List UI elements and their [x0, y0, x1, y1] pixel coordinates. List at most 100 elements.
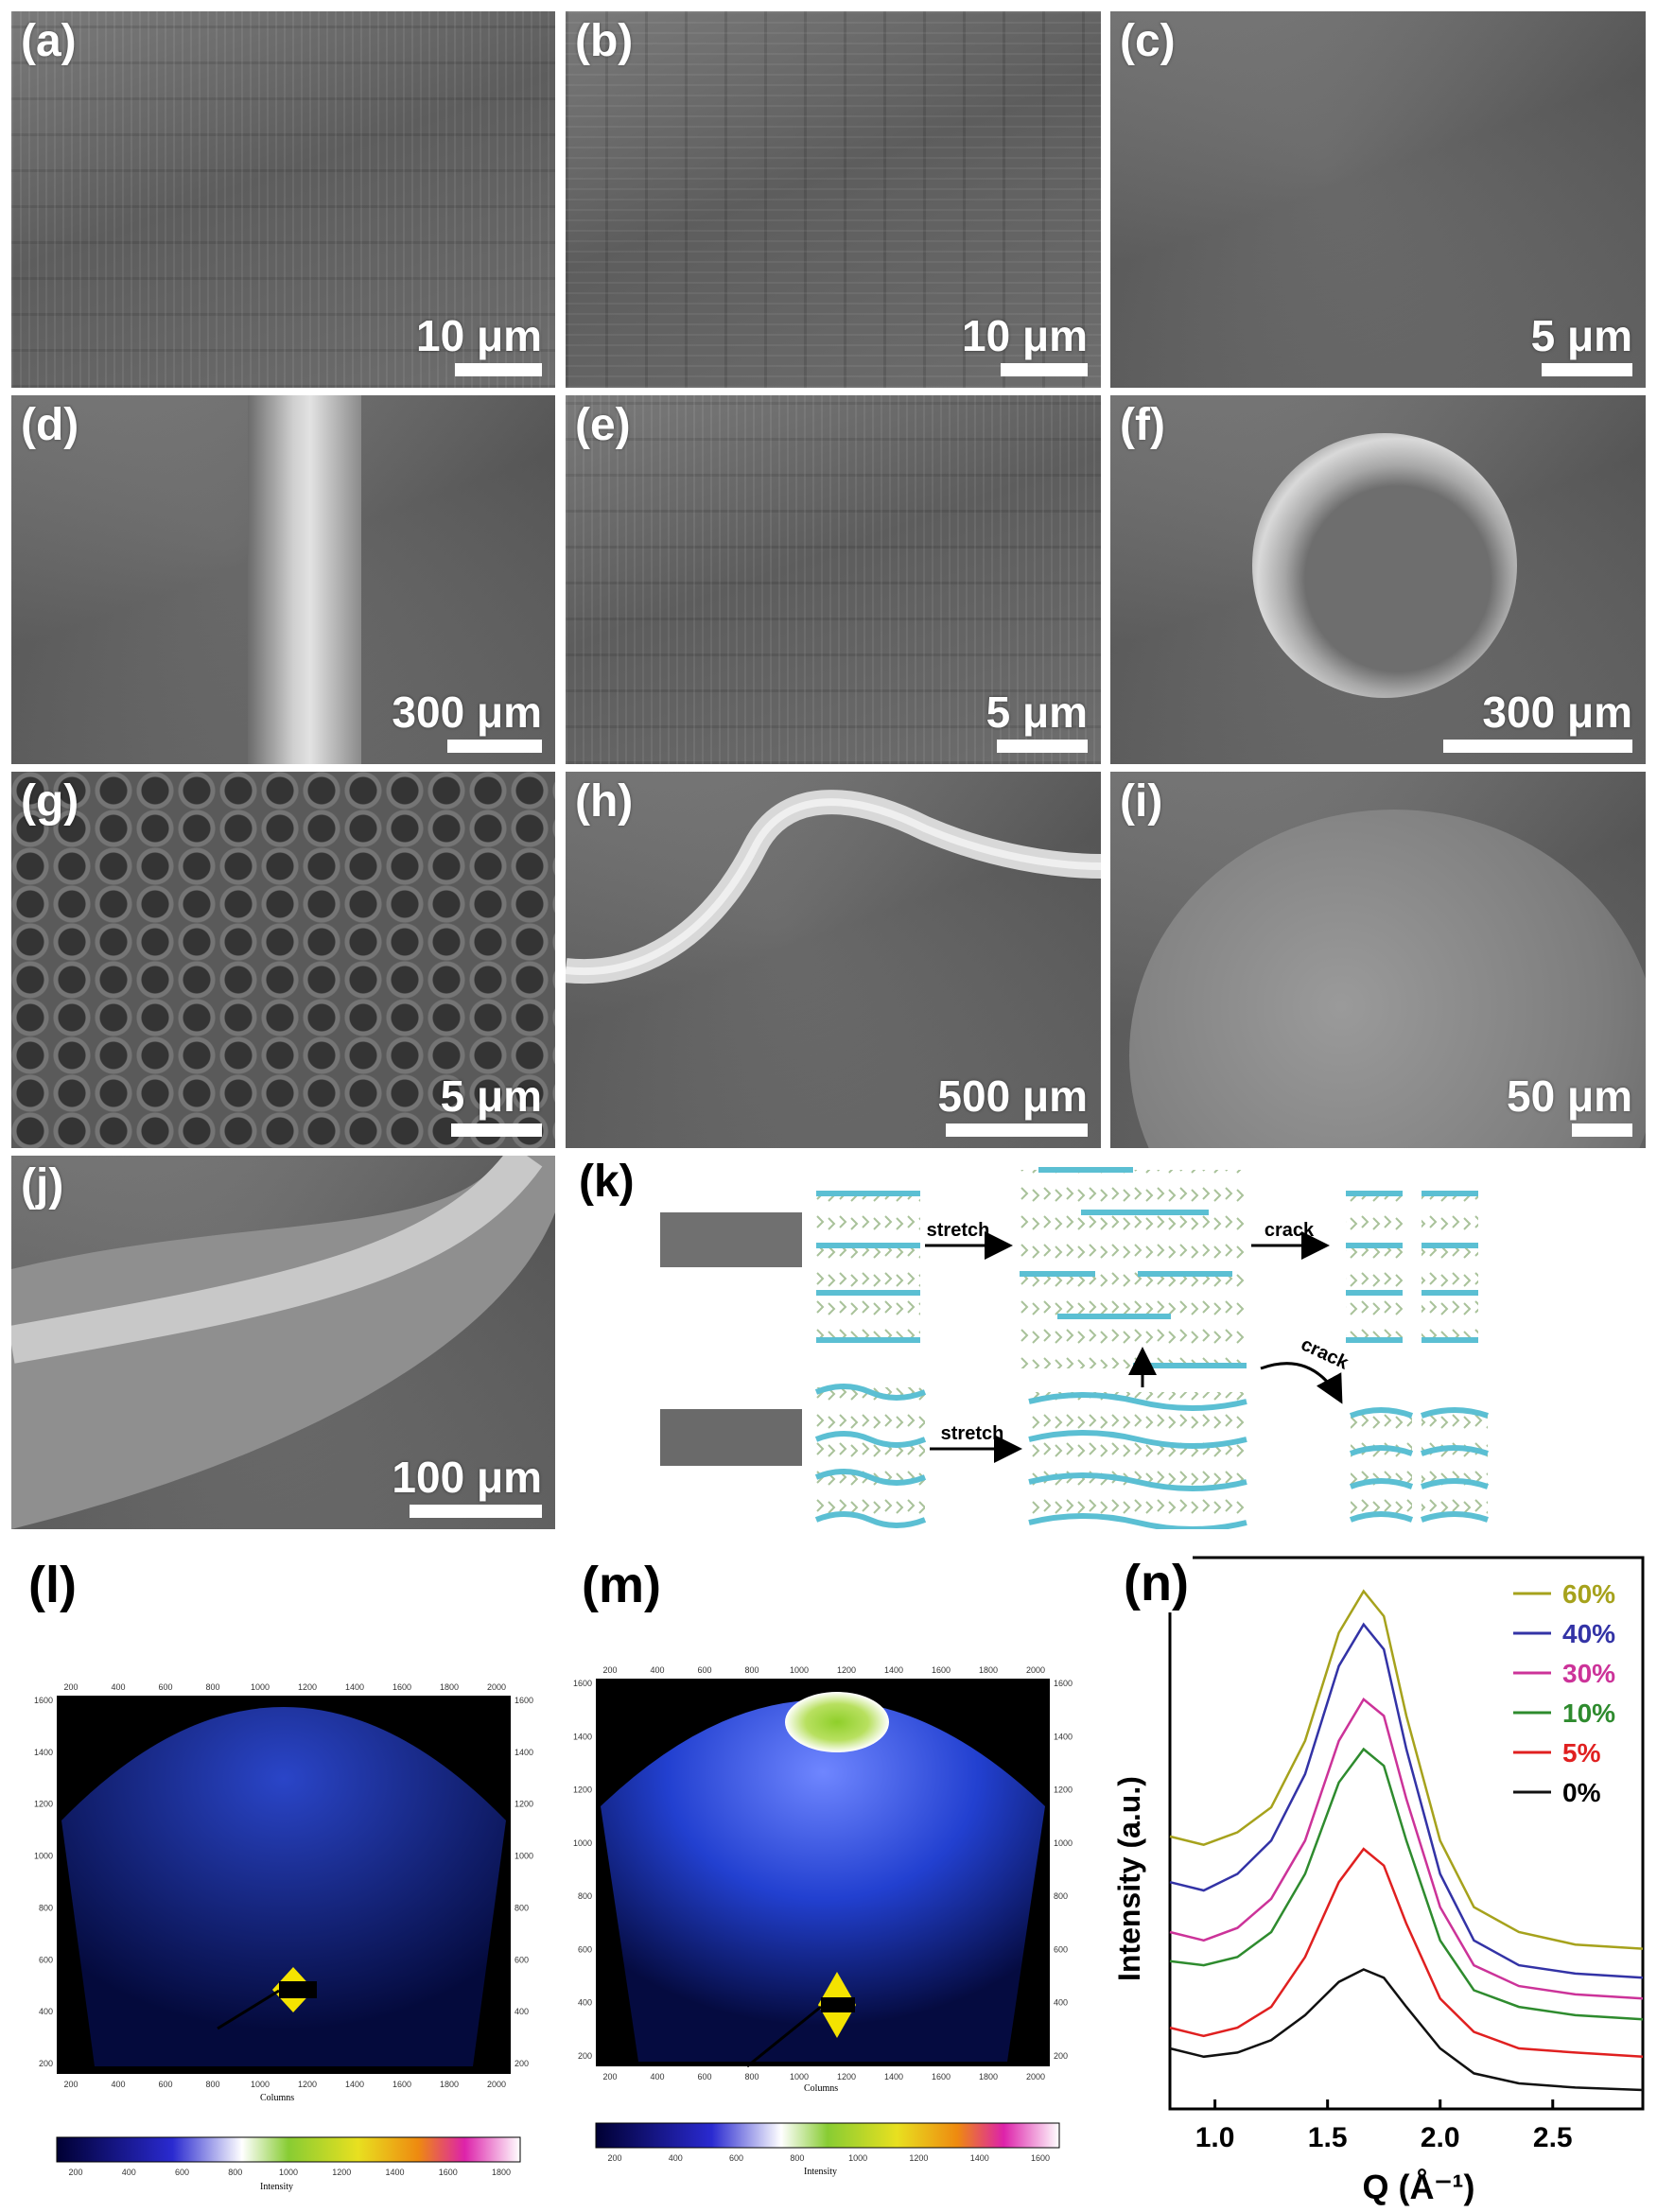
tick-label: 600	[158, 2080, 172, 2089]
tick-label: 800	[205, 1682, 219, 1692]
tick-label: 200	[68, 2168, 82, 2177]
panel-label: (m)	[582, 1557, 661, 1613]
colorbar-label: Intensity	[804, 2167, 837, 2177]
scale-bar: 100 μm	[392, 1454, 542, 1518]
tick-label: 1000	[790, 1665, 809, 1675]
y-axis-label: Intensity (a.u.)	[1112, 1776, 1146, 1981]
panel-label: (n)	[1120, 1554, 1193, 1612]
tick-label: 200	[578, 2051, 592, 2061]
bent-fiber	[11, 1156, 555, 1529]
panel-k: (k) stretch crack	[566, 1156, 1646, 1529]
tick-label: 1400	[970, 2153, 989, 2163]
scale-text: 500 μm	[937, 1071, 1088, 1121]
tick-label: 1400	[345, 1682, 364, 1692]
tick-label: 800	[790, 2153, 804, 2163]
tick-label: 1600	[932, 2072, 951, 2081]
waxs-pattern-m: 200 200 400 400 600 600 800 800 1000 1000 1200 1200…	[573, 1665, 1073, 2163]
scale-line	[1443, 740, 1632, 753]
panel-e: (e) 5 μm	[566, 395, 1101, 764]
tick-label: 200	[63, 2080, 78, 2089]
x-tick-label: 2.5	[1533, 2122, 1573, 2153]
scale-text: 5 μm	[985, 688, 1088, 737]
fiber-photo-wrinkled	[660, 1409, 802, 1466]
sem-texture	[566, 395, 1101, 764]
tick-label: 1200	[1054, 1785, 1073, 1795]
tick-label: 1200	[298, 2080, 317, 2089]
series-line	[1169, 1622, 1644, 1979]
legend-label: 10%	[1562, 1698, 1615, 1728]
panel-c: (c) 5 μm	[1110, 11, 1646, 388]
tick-label: 1000	[251, 1682, 270, 1692]
tick-label: 1000	[34, 1852, 53, 1861]
tick-label: 1600	[439, 2168, 458, 2177]
tick-label: 200	[39, 2059, 53, 2068]
tick-label: 800	[39, 1903, 53, 1912]
series-line	[1169, 1747, 1644, 2021]
tick-label: 400	[111, 2080, 125, 2089]
waxs-pattern-l: 200 200 400 400 600 600 800 800 1000 1000 1200 1200…	[34, 1682, 533, 2177]
tick-label: 400	[39, 2007, 53, 2016]
tick-label: 1600	[392, 2080, 411, 2089]
tick-label: 800	[205, 2080, 219, 2089]
tick-label: 800	[578, 1891, 592, 1901]
tick-label: 1000	[573, 1838, 592, 1848]
tick-label: 600	[175, 2168, 189, 2177]
panel-label: (d)	[21, 400, 79, 450]
panel-label: (e)	[575, 400, 631, 450]
tick-label: 1200	[332, 2168, 351, 2177]
sem-texture	[11, 11, 555, 388]
colorbar-label: Intensity	[260, 2182, 293, 2192]
tick-label: 600	[729, 2153, 743, 2163]
tick-label: 600	[515, 1955, 529, 1964]
scale-text: 300 μm	[392, 688, 542, 737]
tick-label: 1400	[34, 1748, 53, 1757]
tick-label: 400	[650, 1665, 664, 1675]
tick-label: 1400	[345, 2080, 364, 2089]
panel-label: (g)	[21, 776, 79, 827]
scale-bar: 5 μm	[1531, 312, 1632, 376]
tick-label: 600	[578, 1944, 592, 1954]
scale-line	[451, 1123, 542, 1137]
tick-label: 1600	[932, 1665, 951, 1675]
scale-line	[410, 1505, 542, 1518]
tick-label: 1000	[515, 1852, 533, 1861]
panel-m: (m) 200 200 400 400 600 600 800 800 1000 1000 1200…	[553, 1537, 1097, 2212]
tick-label: 200	[602, 2072, 617, 2081]
tick-label: 600	[158, 1682, 172, 1692]
scale-line	[946, 1123, 1088, 1137]
tick-label: 1000	[1054, 1838, 1073, 1848]
tick-label: 1800	[440, 2080, 459, 2089]
tick-label: 1000	[790, 2072, 809, 2081]
scale-bar: 300 μm	[1443, 688, 1632, 753]
scale-text: 50 μm	[1507, 1071, 1632, 1121]
tick-label: 1600	[1054, 1679, 1073, 1688]
panel-a: (a) 10 μm	[11, 11, 555, 388]
tick-label: 600	[697, 1665, 711, 1675]
scale-line	[1542, 363, 1632, 376]
scale-bar: 5 μm	[986, 688, 1088, 753]
panel-label: (l)	[28, 1557, 77, 1613]
sem-texture	[11, 772, 555, 1148]
panel-b: (b) 10 μm	[566, 11, 1101, 388]
legend-label: 5%	[1562, 1738, 1601, 1768]
tick-label: 1400	[573, 1732, 592, 1741]
fiber-photo-smooth	[660, 1212, 802, 1267]
tick-label: 1800	[979, 1665, 998, 1675]
panel-j: (j) 100 μm	[11, 1156, 555, 1529]
tick-label: 1000	[848, 2153, 867, 2163]
panel-label: (h)	[575, 776, 634, 827]
scale-bar: 500 μm	[937, 1072, 1088, 1137]
panel-label: (j)	[21, 1160, 64, 1211]
tick-label: 1200	[837, 2072, 856, 2081]
x-tick-label: 1.0	[1195, 2122, 1235, 2153]
scale-bar: 10 μm	[962, 312, 1088, 376]
tick-label: 1800	[440, 1682, 459, 1692]
arrow-label: crack	[1265, 1220, 1315, 1241]
tick-label: 400	[650, 2072, 664, 2081]
plot-frame	[1168, 1556, 1645, 2111]
tick-label: 1400	[884, 2072, 903, 2081]
legend-label: 30%	[1562, 1659, 1615, 1688]
tick-label: 200	[602, 1665, 617, 1675]
tick-label: 200	[1054, 2051, 1068, 2061]
tick-label: 400	[515, 2007, 529, 2016]
